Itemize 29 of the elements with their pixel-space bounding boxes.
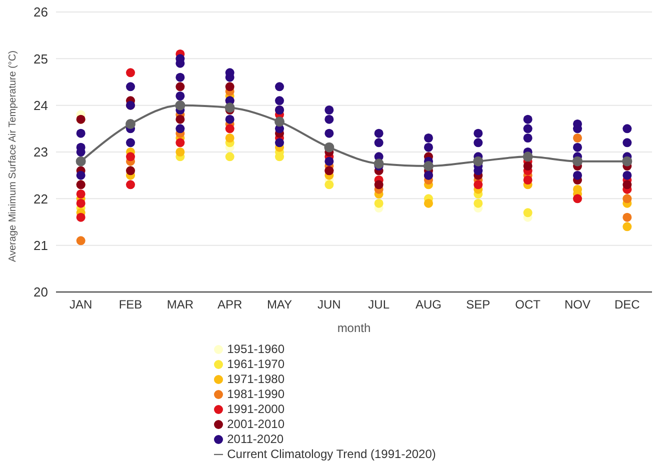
y-tick-label: 21	[34, 238, 48, 253]
legend-label: 1951-1960	[227, 342, 284, 356]
x-tick-label: AUG	[415, 298, 442, 312]
legend-label: Current Climatology Trend (1991-2020)	[227, 447, 436, 461]
x-tick-label: JAN	[69, 298, 92, 312]
x-tick-label: FEB	[118, 298, 142, 312]
legend-label: 2011-2020	[227, 432, 284, 446]
legend-label: 1971-1980	[227, 372, 284, 386]
y-axis-title: Average Minimum Surface Air Temperature (°C)	[8, 50, 19, 262]
y-tick-label: 20	[34, 284, 48, 300]
y-tick-label: 23	[34, 144, 48, 160]
legend-label: 1961-1970	[227, 357, 284, 371]
legend-label: 2001-2010	[227, 417, 284, 431]
x-tick-label: NOV	[564, 298, 591, 312]
x-tick-label: DEC	[614, 298, 640, 312]
y-tick-label: 24	[34, 98, 48, 113]
y-tick-label: 26	[34, 4, 48, 20]
legend-label: 1981-1990	[227, 387, 284, 401]
x-tick-label: APR	[217, 298, 242, 312]
x-tick-label: SEP	[466, 298, 490, 312]
x-tick-label: MAY	[266, 298, 292, 312]
x-tick-label: JUL	[368, 298, 390, 312]
x-axis-title: month	[337, 321, 371, 335]
legend-label: 1991-2000	[227, 402, 284, 416]
x-tick-label: JUN	[317, 298, 341, 312]
y-tick-label: 25	[34, 51, 48, 66]
x-tick-label: MAR	[166, 298, 194, 312]
y-tick-label: 22	[34, 191, 48, 206]
x-tick-label: OCT	[515, 298, 542, 312]
